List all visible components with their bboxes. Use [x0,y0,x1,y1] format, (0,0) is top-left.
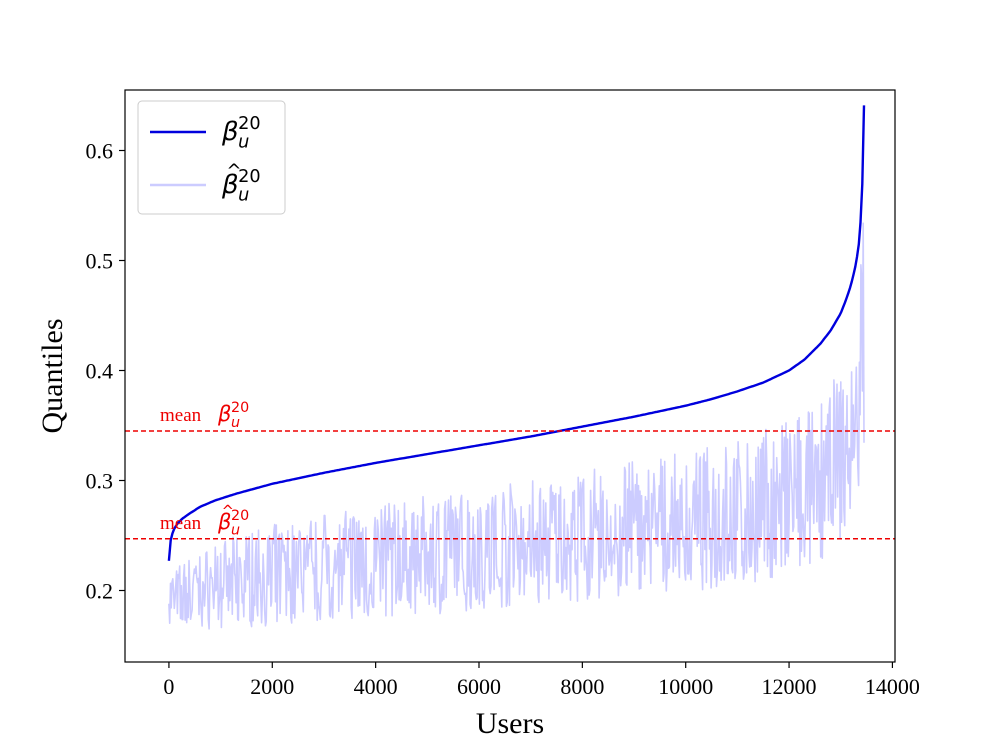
x-tick-label: 10000 [658,674,713,699]
legend-label-estimated: β^20u [221,161,261,205]
legend-label-true-subscript: u [238,132,249,152]
x-axis: 0 2000 4000 6000 8000 10000 12000 14000 [163,662,920,699]
x-tick-label: 2000 [250,674,294,699]
y-axis: 0.2 0.3 0.4 0.5 0.6 [86,139,125,604]
x-tick-label: 14000 [865,674,920,699]
plot-frame [124,89,896,663]
legend-label-estimated-superscript: 20 [238,167,261,187]
x-tick-label: 4000 [354,674,398,699]
mean-label-1-math-subscript: u [231,415,240,431]
legend-label-estimated-subscript: u [238,185,249,205]
mean-label-2-math-hat: ^ [222,503,234,520]
mean-label-1-math: β 20u [217,400,249,431]
y-tick-label: 0.6 [86,139,114,164]
legend-box [137,100,286,215]
mean-label-1-math-symbol: β [217,402,231,426]
mean-label-1-math-superscript: 20 [231,400,249,416]
mean-label-2-math-superscript: 20 [231,508,249,524]
x-axis-title: Users [476,707,544,740]
legend-label-estimated-hat: ^ [226,161,241,182]
y-axis-title: Quantiles [36,319,69,434]
y-tick-label: 0.3 [86,469,114,494]
mean-label-2-math-symbol: β [217,510,231,534]
y-tick-label: 0.4 [86,359,114,384]
legend-label-true-superscript: 20 [238,114,261,134]
y-tick-label: 0.5 [86,249,114,274]
legend-label-estimated-symbol: β [221,170,239,200]
mean-label-2-math-subscript: u [231,523,240,539]
legend-label-true-symbol: β [221,117,239,147]
mean-label-2: mean [160,513,202,534]
x-tick-label: 8000 [560,674,604,699]
x-tick-label: 12000 [762,674,817,699]
plot-area [125,105,895,630]
x-tick-label: 6000 [457,674,501,699]
mean-label-2-math: β^20u [217,503,249,539]
y-tick-label: 0.2 [86,579,114,604]
mean-label-1: mean [160,405,202,426]
legend-label-true: β 20u [221,114,261,152]
series-estimated-line [168,222,865,630]
series-true-line [167,105,866,561]
x-tick-label: 0 [163,674,174,699]
